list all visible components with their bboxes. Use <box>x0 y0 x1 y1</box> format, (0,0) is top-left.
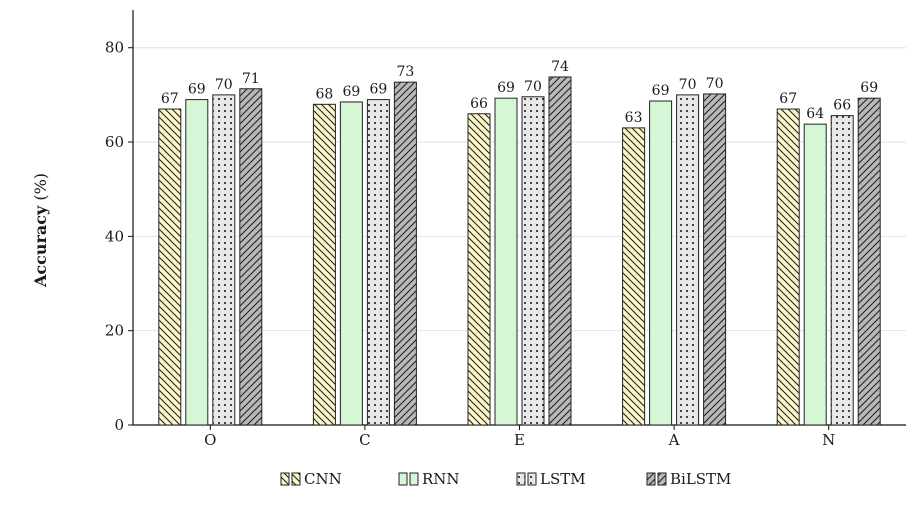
y-tick-label: 20 <box>105 322 124 340</box>
data-label: 69 <box>497 80 515 96</box>
bar-rnn-n <box>803 123 827 426</box>
data-label: 64 <box>806 106 824 122</box>
bar-lstm-c <box>366 99 390 426</box>
data-label: 71 <box>242 71 260 87</box>
data-label: 69 <box>860 80 878 96</box>
bar-bilstm-c <box>393 81 417 426</box>
bar-bilstm-o <box>239 88 263 426</box>
bar-rnn-c <box>339 101 363 426</box>
x-tick-label: N <box>822 431 835 449</box>
y-tick-label: 60 <box>105 133 124 151</box>
bar-bilstm-a <box>703 93 727 426</box>
data-label: 69 <box>342 84 360 100</box>
data-label: 73 <box>396 64 414 80</box>
x-tick-label: O <box>204 431 216 449</box>
bar-cnn-c <box>312 103 336 426</box>
legend-item-lstm: LSTM <box>516 470 586 488</box>
data-label: 70 <box>679 77 697 93</box>
bar-cnn-n <box>776 108 800 426</box>
bar-lstm-o <box>212 94 236 426</box>
bar-lstm-a <box>676 94 700 426</box>
legend-swatch <box>516 472 526 486</box>
x-tick-label: C <box>359 431 370 449</box>
legend-swatch <box>646 472 656 486</box>
y-tick-label: 0 <box>114 416 124 434</box>
bar-rnn-e <box>494 97 518 426</box>
data-label: 74 <box>551 59 569 75</box>
bar-bilstm-n <box>857 97 881 426</box>
data-label: 70 <box>215 77 233 93</box>
legend-label: LSTM <box>540 470 586 488</box>
bar-lstm-e <box>521 96 545 426</box>
legend-label: BiLSTM <box>670 470 731 488</box>
bar-cnn-a <box>622 127 646 426</box>
data-label: 67 <box>161 91 179 107</box>
x-tick-label: E <box>514 431 525 449</box>
data-label: 67 <box>779 91 797 107</box>
legend-swatch <box>280 472 290 486</box>
legend-swatch <box>527 472 537 486</box>
bar-rnn-a <box>649 100 673 426</box>
bar-bilstm-e <box>548 76 572 426</box>
data-label: 66 <box>470 96 488 112</box>
legend-swatch <box>657 472 667 486</box>
y-tick-label: 40 <box>105 227 124 245</box>
y-axis-label: Accuracy(%) <box>31 173 50 288</box>
data-label: 68 <box>315 86 333 102</box>
bar-cnn-e <box>467 113 491 426</box>
bar-lstm-n <box>830 115 854 426</box>
x-tick-label: A <box>668 431 680 449</box>
legend-label: RNN <box>422 470 460 488</box>
data-label: 69 <box>188 82 206 98</box>
data-label: 69 <box>652 83 670 99</box>
data-label: 70 <box>524 79 542 95</box>
legend-item-cnn: CNN <box>280 470 342 488</box>
data-label: 63 <box>625 110 643 126</box>
legend-swatch <box>409 472 419 486</box>
legend-item-bilstm: BiLSTM <box>646 470 731 488</box>
legend-item-rnn: RNN <box>398 470 460 488</box>
y-tick-label: 80 <box>105 39 124 57</box>
legend-swatch <box>291 472 301 486</box>
legend-label: CNN <box>304 470 342 488</box>
legend-swatch <box>398 472 408 486</box>
data-label: 70 <box>706 76 724 92</box>
data-label: 66 <box>833 98 851 114</box>
data-label: 69 <box>369 82 387 98</box>
bar-rnn-o <box>185 99 209 426</box>
bar-cnn-o <box>158 108 182 426</box>
